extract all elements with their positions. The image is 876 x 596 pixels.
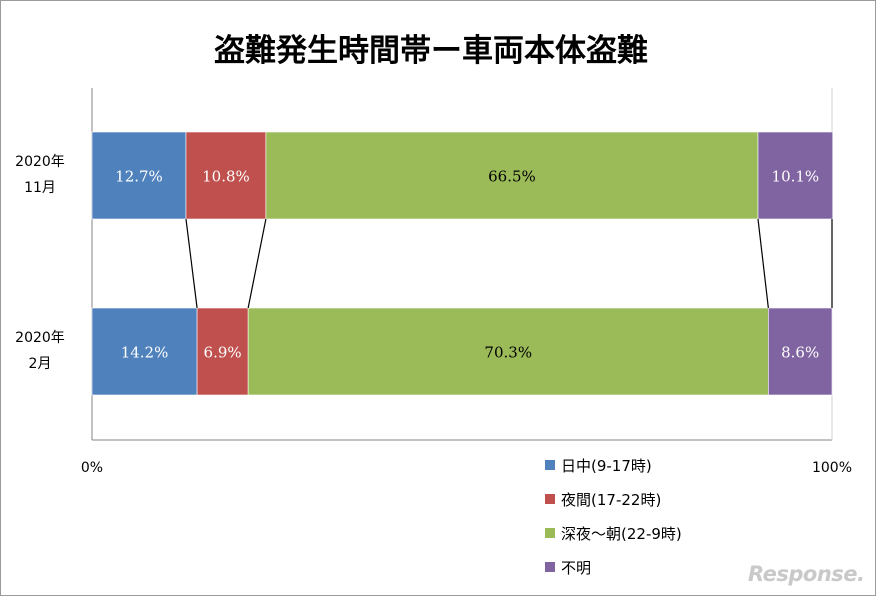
- x-tick-label: 0%: [81, 460, 103, 476]
- legend-label: 不明: [561, 559, 591, 577]
- data-label: 8.6%: [781, 344, 819, 362]
- data-label: 70.3%: [484, 344, 532, 362]
- data-label: 12.7%: [115, 168, 163, 186]
- category-label: 2020年: [15, 154, 65, 170]
- category-label: 2020年: [15, 330, 65, 346]
- bar-segment: [91, 131, 187, 220]
- legend-swatch: [545, 494, 555, 504]
- bar-segment: [757, 131, 834, 220]
- x-tick-label: 100%: [812, 460, 852, 476]
- category-label: 11月: [24, 180, 56, 196]
- data-label: 10.1%: [772, 168, 820, 186]
- data-label: 10.8%: [202, 168, 250, 186]
- series-connector-line: [757, 218, 769, 309]
- bar-segment: [91, 307, 198, 396]
- bar-segment: [196, 307, 249, 396]
- legend-swatch: [545, 562, 555, 572]
- category-label: 2月: [29, 356, 52, 372]
- legend-label: 夜間(17-22時): [561, 491, 661, 509]
- series-connector-line: [185, 218, 198, 309]
- legend-label: 日中(9-17時): [561, 457, 652, 475]
- legend-label: 深夜〜朝(22-9時): [561, 525, 682, 543]
- series-connector-line: [247, 218, 267, 309]
- bar-segment: [768, 307, 833, 396]
- chart-title: 盗難発生時間帯ー車両本体盗難: [214, 33, 648, 69]
- data-label: 66.5%: [488, 168, 536, 186]
- legend-swatch: [545, 528, 555, 538]
- bar-segment: [265, 131, 759, 220]
- bar-segment: [185, 131, 267, 220]
- legend-swatch: [545, 460, 555, 470]
- watermark-logo: Response.: [748, 562, 865, 586]
- bar-segment: [247, 307, 769, 396]
- data-label: 6.9%: [204, 344, 242, 362]
- data-label: 14.2%: [121, 344, 169, 362]
